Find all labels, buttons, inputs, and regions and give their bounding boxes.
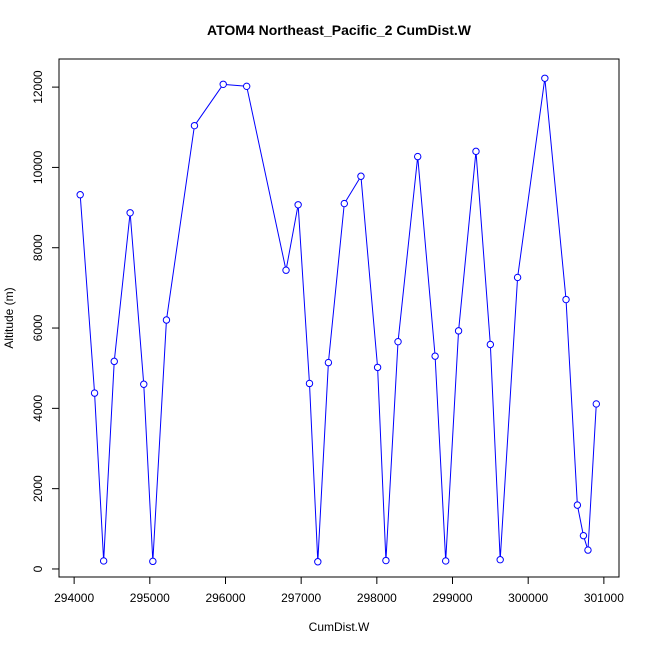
data-point — [126, 209, 134, 217]
data-point — [513, 273, 522, 282]
y-tick-label: 10000 — [31, 150, 45, 184]
y-tick-label: 6000 — [31, 314, 45, 341]
data-point — [579, 531, 588, 540]
data-point — [357, 172, 365, 180]
data-point — [541, 74, 549, 82]
x-tick-label: 298000 — [357, 591, 397, 605]
data-point — [110, 357, 118, 366]
data-point — [431, 352, 439, 360]
x-tick-label: 294000 — [54, 591, 94, 605]
data-point — [294, 201, 302, 209]
data-point — [562, 295, 570, 304]
data-point — [454, 327, 463, 335]
y-tick-label: 12000 — [31, 70, 45, 104]
y-tick-label: 2000 — [31, 475, 45, 502]
data-point — [99, 557, 108, 565]
data-point — [324, 358, 333, 367]
data-point — [140, 380, 148, 388]
data-point — [340, 199, 348, 208]
y-tick-label: 8000 — [31, 234, 45, 261]
data-point — [162, 316, 171, 324]
data-point — [442, 557, 450, 565]
data-point — [414, 152, 422, 161]
data-point — [373, 363, 382, 372]
y-tick-label: 0 — [31, 565, 45, 572]
data-point — [219, 80, 227, 88]
data-point — [282, 266, 290, 274]
data-point — [305, 379, 314, 388]
x-axis-label: CumDist.W — [309, 620, 370, 634]
data-point — [486, 340, 495, 349]
y-axis: 0 2000 4000 6000 8000 10000 12000 — [31, 70, 60, 572]
data-point — [314, 558, 322, 566]
x-tick-label: 297000 — [281, 591, 321, 605]
y-axis-label: Altitude (m) — [2, 287, 16, 348]
data-point — [573, 501, 582, 509]
chart-title: ATOM4 Northeast_Pacific_2 CumDist.W — [207, 22, 472, 38]
x-tick-label: 296000 — [205, 591, 245, 605]
plot-frame — [58, 58, 620, 578]
series-layer — [76, 74, 600, 566]
x-tick-label: 295000 — [130, 591, 170, 605]
x-tick-label: 300000 — [508, 591, 548, 605]
data-point — [584, 546, 592, 554]
data-point — [394, 337, 402, 346]
data-point — [592, 400, 600, 408]
data-point — [496, 556, 504, 564]
data-point — [382, 556, 390, 565]
data-point — [90, 389, 99, 397]
x-tick-label: 301000 — [584, 591, 624, 605]
data-point — [190, 121, 199, 130]
data-point — [472, 147, 480, 156]
data-point — [149, 557, 157, 566]
y-tick-label: 4000 — [31, 395, 45, 422]
data-point — [242, 82, 251, 91]
series-line — [79, 81, 597, 559]
data-point — [76, 191, 84, 199]
x-tick-label: 299000 — [432, 591, 472, 605]
x-axis: 294000 295000 296000 297000 298000 299000 3000… — [54, 576, 624, 605]
